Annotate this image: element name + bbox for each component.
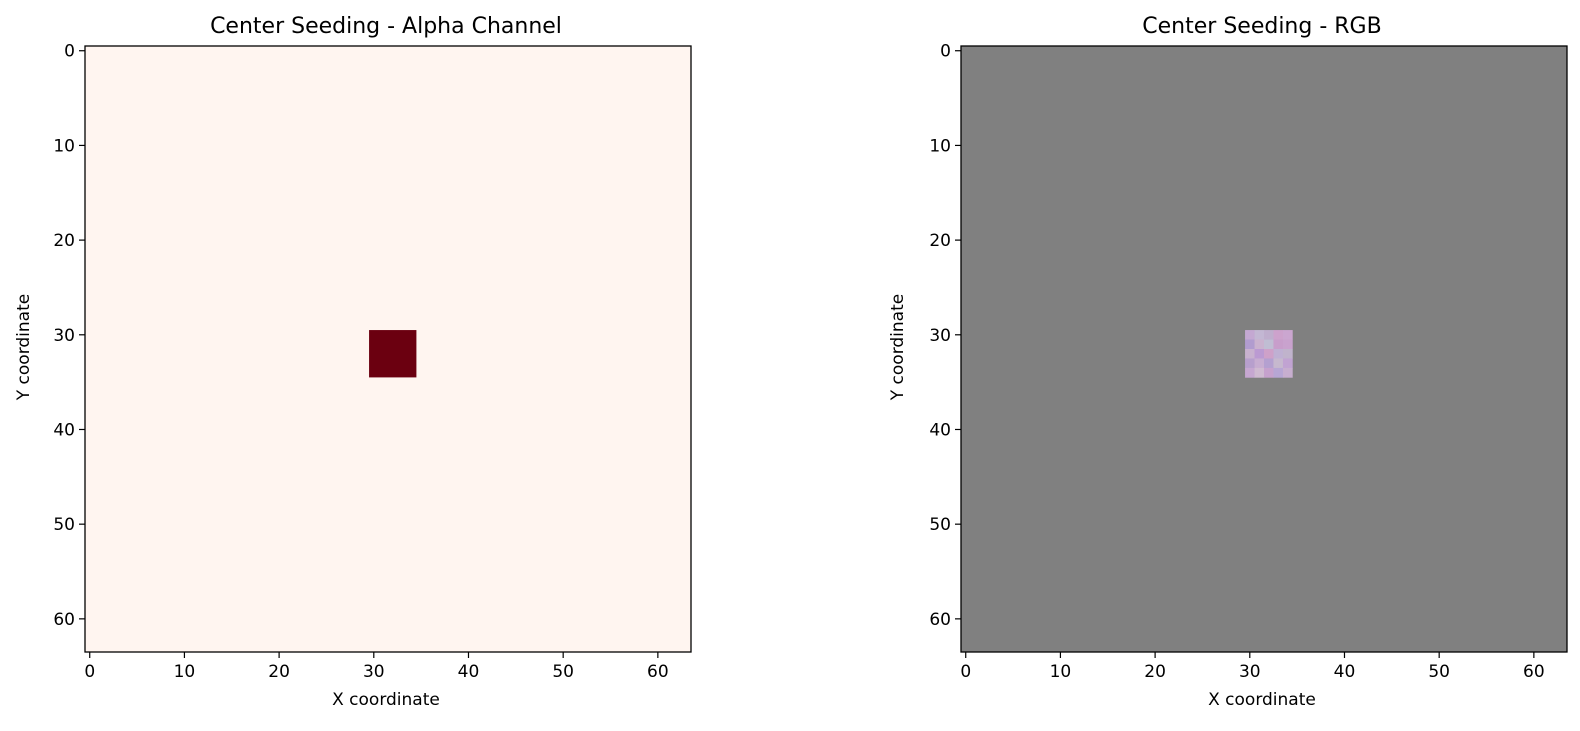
alpha-channel-panel: Center Seeding - Alpha Channel 0 10 20 30 40… xyxy=(14,14,692,710)
rgb-seed-pixel xyxy=(1254,349,1265,359)
rgb-seed-pixel xyxy=(1273,349,1284,359)
alpha-y-tick-label: 40 xyxy=(53,420,75,440)
rgb-y-axis-label: Y coordinate xyxy=(888,294,908,401)
rgb-y-tick-label: 10 xyxy=(929,136,951,156)
rgb-x-tick-label: 60 xyxy=(1523,662,1545,682)
rgb-y-tick-label: 60 xyxy=(929,610,951,630)
rgb-seed-pixel xyxy=(1273,367,1284,378)
rgb-seed-pixel xyxy=(1245,339,1255,350)
rgb-seed-pixel xyxy=(1254,330,1265,340)
rgb-seed-pixel xyxy=(1282,330,1293,340)
alpha-x-tick-label: 30 xyxy=(363,662,385,682)
rgb-panel: Center Seeding - RGB 0 10 20 30 40 50 60 0 10 20 3… xyxy=(888,14,1568,710)
rgb-y-tick-label: 50 xyxy=(929,515,951,535)
rgb-x-tick-label: 50 xyxy=(1428,662,1450,682)
rgb-seed-pixel xyxy=(1254,367,1265,378)
rgb-x-tick-label: 30 xyxy=(1239,662,1261,682)
alpha-x-tick-label: 50 xyxy=(552,662,574,682)
rgb-y-tick-label: 40 xyxy=(929,420,951,440)
rgb-seed-pixel xyxy=(1245,330,1255,340)
alpha-x-tick-label: 0 xyxy=(84,662,95,682)
alpha-y-tick-label: 30 xyxy=(53,326,75,346)
rgb-x-tick-label: 0 xyxy=(960,662,971,682)
rgb-seed-pixel xyxy=(1264,358,1274,369)
rgb-seed-pixel xyxy=(1273,339,1284,350)
rgb-axes-frame xyxy=(960,45,1568,653)
alpha-plot-area: 0 10 20 30 40 50 60 0 10 20 30 40 50 60 xyxy=(53,42,692,682)
rgb-seed-pixel xyxy=(1273,358,1284,369)
rgb-seed-pixel xyxy=(1264,339,1274,350)
rgb-seed-pixel xyxy=(1245,349,1255,359)
alpha-y-tick-label: 50 xyxy=(53,515,75,535)
rgb-x-axis-label: X coordinate xyxy=(1208,690,1316,710)
rgb-seed-pixel xyxy=(1264,330,1274,340)
rgb-seed-pixel xyxy=(1245,367,1255,378)
rgb-seed-pixel xyxy=(1264,367,1274,378)
alpha-chart-title: Center Seeding - Alpha Channel xyxy=(210,14,562,39)
rgb-y-tick-label: 30 xyxy=(929,326,951,346)
rgb-seed-pixel xyxy=(1245,358,1255,369)
rgb-x-tick-label: 40 xyxy=(1334,662,1356,682)
alpha-y-tick-label: 20 xyxy=(53,231,75,251)
rgb-seed-pixel xyxy=(1264,349,1274,359)
rgb-seed-pixel xyxy=(1282,358,1293,369)
rgb-y-tick-label: 20 xyxy=(929,231,951,251)
alpha-y-tick-label: 60 xyxy=(53,610,75,630)
alpha-x-axis-label: X coordinate xyxy=(332,690,440,710)
rgb-seed-pixel xyxy=(1282,367,1293,378)
alpha-y-tick-label: 10 xyxy=(53,136,75,156)
rgb-seed-pixel xyxy=(1273,330,1284,340)
rgb-y-tick-label: 0 xyxy=(940,42,951,62)
alpha-y-tick-label: 0 xyxy=(64,42,75,62)
rgb-seed-pixel xyxy=(1282,349,1293,359)
rgb-seed-pixel xyxy=(1254,339,1265,350)
rgb-chart-title: Center Seeding - RGB xyxy=(1142,14,1381,39)
alpha-x-tick-label: 40 xyxy=(458,662,480,682)
alpha-y-axis-label: Y coordinate xyxy=(14,294,34,401)
rgb-seed-pixel xyxy=(1282,339,1293,350)
rgb-plot-area: 0 10 20 30 40 50 60 0 10 20 30 40 50 60 xyxy=(929,42,1568,682)
rgb-x-tick-label: 20 xyxy=(1144,662,1166,682)
rgb-x-tick-label: 10 xyxy=(1050,662,1072,682)
alpha-axes-frame xyxy=(84,45,692,653)
alpha-x-tick-label: 10 xyxy=(174,662,196,682)
alpha-seed-region xyxy=(369,330,417,378)
rgb-seed-pixel xyxy=(1254,358,1265,369)
alpha-x-tick-label: 20 xyxy=(268,662,290,682)
alpha-x-tick-label: 60 xyxy=(647,662,669,682)
